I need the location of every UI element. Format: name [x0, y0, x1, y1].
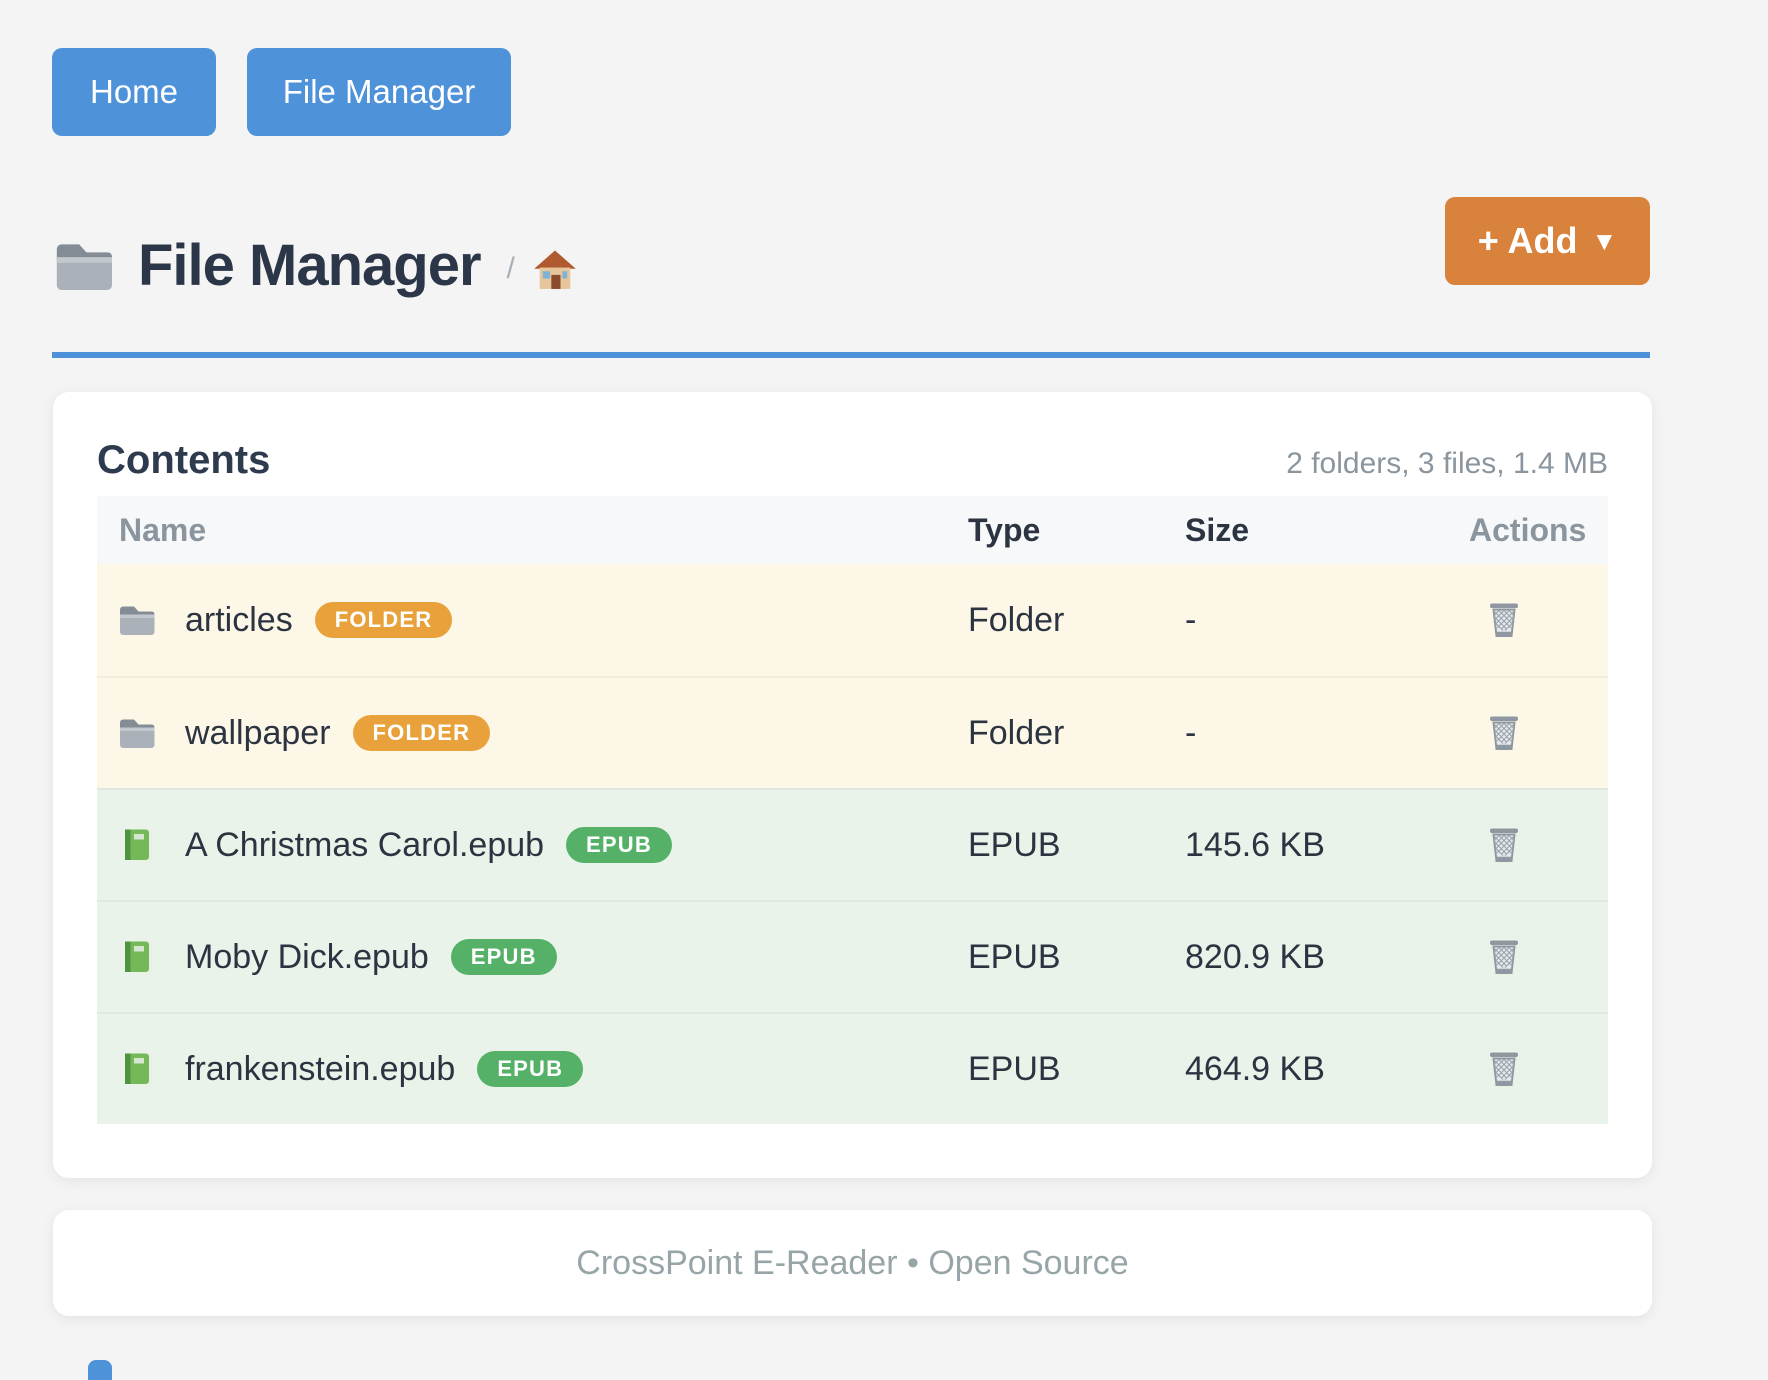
- table-row-christmas-carol: A Christmas Carol.epub EPUB EPUB 145.6 K…: [97, 788, 1608, 900]
- file-name: Moby Dick.epub: [185, 937, 429, 976]
- file-table: Name Type Size Actions articles FOLDER F…: [97, 496, 1608, 1124]
- column-header-size: Size: [1185, 511, 1250, 548]
- table-header-row: Name Type Size Actions: [97, 496, 1608, 564]
- column-header-actions: Actions: [1469, 511, 1587, 548]
- epub-badge: EPUB: [566, 827, 672, 863]
- delete-button[interactable]: [1484, 1047, 1524, 1091]
- file-type: Folder: [968, 713, 1065, 752]
- footer-text: CrossPoint E-Reader • Open Source: [576, 1243, 1129, 1282]
- add-button[interactable]: + Add ▼: [1445, 197, 1650, 285]
- book-icon: [125, 941, 152, 972]
- contents-card-header: Contents 2 folders, 3 files, 1.4 MB: [97, 438, 1608, 488]
- file-type: EPUB: [968, 825, 1061, 864]
- delete-button[interactable]: [1484, 823, 1524, 867]
- file-type: EPUB: [968, 1049, 1061, 1088]
- contents-heading: Contents: [97, 438, 271, 482]
- column-header-type: Type: [968, 511, 1041, 548]
- nav-button-home[interactable]: Home: [52, 48, 216, 136]
- table-row-moby-dick: Moby Dick.epub EPUB EPUB 820.9 KB: [97, 900, 1608, 1012]
- column-header-name: Name: [119, 511, 207, 548]
- file-size: 145.6 KB: [1185, 825, 1325, 864]
- top-nav: Home File Manager: [52, 48, 511, 136]
- chevron-down-icon: ▼: [1591, 225, 1618, 256]
- file-size: -: [1185, 713, 1197, 752]
- file-size: 820.9 KB: [1185, 937, 1325, 976]
- table-row-wallpaper[interactable]: wallpaper FOLDER Folder -: [97, 676, 1608, 788]
- table-row-articles[interactable]: articles FOLDER Folder -: [97, 564, 1608, 676]
- contents-card: Contents 2 folders, 3 files, 1.4 MB Name…: [53, 392, 1652, 1178]
- file-name: frankenstein.epub: [185, 1049, 456, 1088]
- partial-blue-element: [88, 1360, 112, 1380]
- footer-card: CrossPoint E-Reader • Open Source: [53, 1210, 1652, 1316]
- trash-icon: [1488, 826, 1520, 863]
- trash-icon: [1488, 601, 1520, 638]
- add-button-label: + Add: [1477, 220, 1578, 261]
- contents-summary: 2 folders, 3 files, 1.4 MB: [1286, 447, 1608, 480]
- trash-icon: [1488, 1050, 1520, 1087]
- page-title: File Manager: [138, 233, 482, 298]
- trash-icon: [1488, 938, 1520, 975]
- delete-button[interactable]: [1484, 935, 1524, 979]
- file-name: A Christmas Carol.epub: [185, 825, 545, 864]
- delete-button[interactable]: [1484, 711, 1524, 755]
- house-icon[interactable]: [533, 248, 577, 292]
- epub-badge: EPUB: [477, 1051, 584, 1087]
- folder-icon: [56, 243, 112, 290]
- table-row-frankenstein: frankenstein.epub EPUB EPUB 464.9 KB: [97, 1012, 1608, 1124]
- file-name: wallpaper: [185, 713, 331, 752]
- breadcrumb-separator: /: [506, 251, 515, 285]
- page-header: File Manager /: [52, 232, 577, 299]
- title-rule: [52, 352, 1650, 358]
- file-type: Folder: [968, 600, 1065, 639]
- folder-badge: FOLDER: [352, 715, 491, 751]
- folder-badge: FOLDER: [314, 602, 453, 638]
- file-name: articles: [185, 600, 293, 639]
- book-icon: [125, 1053, 152, 1084]
- file-size: -: [1185, 600, 1197, 639]
- book-icon: [125, 829, 152, 860]
- file-type: EPUB: [968, 937, 1061, 976]
- file-size: 464.9 KB: [1185, 1049, 1325, 1088]
- trash-icon: [1488, 714, 1520, 751]
- nav-button-file-manager[interactable]: File Manager: [247, 48, 511, 136]
- epub-badge: EPUB: [450, 939, 557, 975]
- folder-icon: [120, 606, 155, 635]
- delete-button[interactable]: [1484, 598, 1524, 642]
- folder-icon: [120, 719, 155, 748]
